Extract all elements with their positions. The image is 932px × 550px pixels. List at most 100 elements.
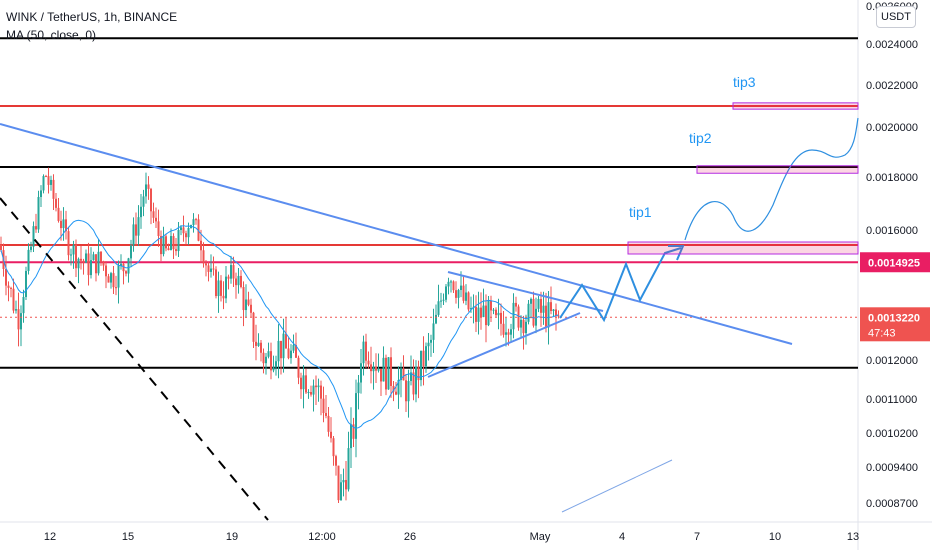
- y-tick-label: 0.0020000: [866, 122, 918, 134]
- candle-body: [530, 298, 532, 304]
- x-tick-label: 19: [226, 531, 238, 543]
- candle-body: [312, 385, 315, 395]
- candle-body: [132, 224, 135, 246]
- candle-body: [47, 176, 50, 185]
- candle-body: [345, 479, 347, 490]
- candle-body: [50, 179, 52, 185]
- candle-body: [505, 332, 507, 335]
- candle-body: [455, 290, 457, 298]
- candle-body: [355, 393, 357, 439]
- y-tick-label: 0.0009400: [866, 462, 918, 474]
- candle-body: [295, 344, 297, 358]
- candle-body: [497, 312, 500, 316]
- candle-body: [280, 340, 282, 359]
- candle-body: [392, 385, 395, 392]
- candle-body: [437, 301, 440, 315]
- candle-body: [440, 300, 442, 302]
- candle-body: [217, 280, 220, 297]
- candle-body: [460, 285, 462, 291]
- candle-body: [515, 302, 517, 307]
- candle-body: [470, 308, 472, 310]
- candle-body: [317, 385, 320, 388]
- candle-body: [122, 263, 125, 272]
- candle-body: [227, 276, 230, 279]
- candle-body: [210, 268, 212, 272]
- candle-body: [40, 190, 42, 197]
- projection-curve: [684, 117, 859, 241]
- candle-body: [75, 244, 77, 269]
- candle-body: [87, 253, 90, 276]
- candle-body: [547, 302, 550, 328]
- candle-body: [250, 304, 252, 313]
- candle-body: [465, 292, 467, 301]
- candle-body: [260, 342, 262, 353]
- candle-body: [445, 286, 447, 300]
- candle-body: [187, 227, 190, 238]
- y-tick-label: 0.0008700: [866, 498, 918, 510]
- projection-arrowhead: [668, 245, 685, 261]
- candle-body: [137, 217, 140, 236]
- candle-body: [365, 341, 367, 361]
- candle-body: [277, 340, 280, 362]
- candle-body: [100, 251, 102, 262]
- candle-body: [27, 249, 30, 271]
- candle-body: [10, 287, 12, 289]
- candle-body: [447, 281, 450, 287]
- candle-body: [92, 254, 95, 261]
- candle-body: [335, 456, 337, 466]
- candle-body: [152, 211, 155, 218]
- candle-body: [480, 307, 482, 318]
- candle-body: [255, 341, 257, 346]
- candle-body: [430, 339, 432, 343]
- candle-body: [195, 219, 197, 221]
- candle-body: [175, 249, 177, 252]
- candle-body: [467, 292, 470, 310]
- candle-body: [477, 307, 480, 322]
- candle-body: [60, 220, 62, 229]
- chart-title: WINK / TetherUS, 1h, BINANCE: [6, 10, 178, 24]
- candle-body: [372, 366, 375, 372]
- tip2-target-box: [696, 165, 859, 174]
- x-tick-label: 13: [847, 531, 859, 543]
- candle-body: [110, 273, 112, 283]
- candle-body: [30, 246, 32, 250]
- candle-body: [375, 366, 377, 371]
- candle-body: [422, 350, 425, 367]
- candle-body: [162, 236, 165, 255]
- candle-body: [420, 350, 422, 381]
- candle-body: [35, 226, 37, 230]
- candle-body: [435, 314, 437, 324]
- candle-body: [97, 251, 100, 274]
- candle-body: [485, 305, 487, 326]
- y-tick-label: 0.0011000: [866, 394, 917, 406]
- tip3-target-box: [732, 102, 859, 110]
- candle-body: [222, 295, 225, 299]
- candle-body: [225, 276, 227, 299]
- candle-body: [290, 350, 292, 359]
- candle-body: [15, 309, 17, 311]
- indicator-label: MA (50, close, 0): [6, 28, 97, 42]
- candle-body: [400, 368, 402, 380]
- candle-body: [510, 329, 512, 335]
- candle-body: [352, 424, 355, 439]
- y-tick-label: 0.0012000: [866, 355, 918, 367]
- candle-body: [70, 254, 72, 256]
- candle-body: [542, 305, 545, 313]
- tip1-label: tip1: [629, 204, 652, 220]
- candle-body: [390, 357, 392, 386]
- candle-body: [82, 260, 85, 263]
- candle-body: [457, 290, 460, 298]
- candle-body: [342, 479, 345, 483]
- candle-body: [450, 281, 452, 283]
- candle-body: [537, 298, 540, 309]
- candle-body: [17, 309, 20, 330]
- currency-button[interactable]: USDT: [876, 6, 916, 28]
- candle-body: [550, 302, 552, 312]
- candle-body: [410, 372, 412, 381]
- triangle-upper-line: [447, 271, 604, 312]
- candle-body: [167, 248, 170, 251]
- trend-sketch-line: [561, 459, 673, 513]
- candle-body: [0, 245, 2, 251]
- candle-body: [57, 207, 60, 221]
